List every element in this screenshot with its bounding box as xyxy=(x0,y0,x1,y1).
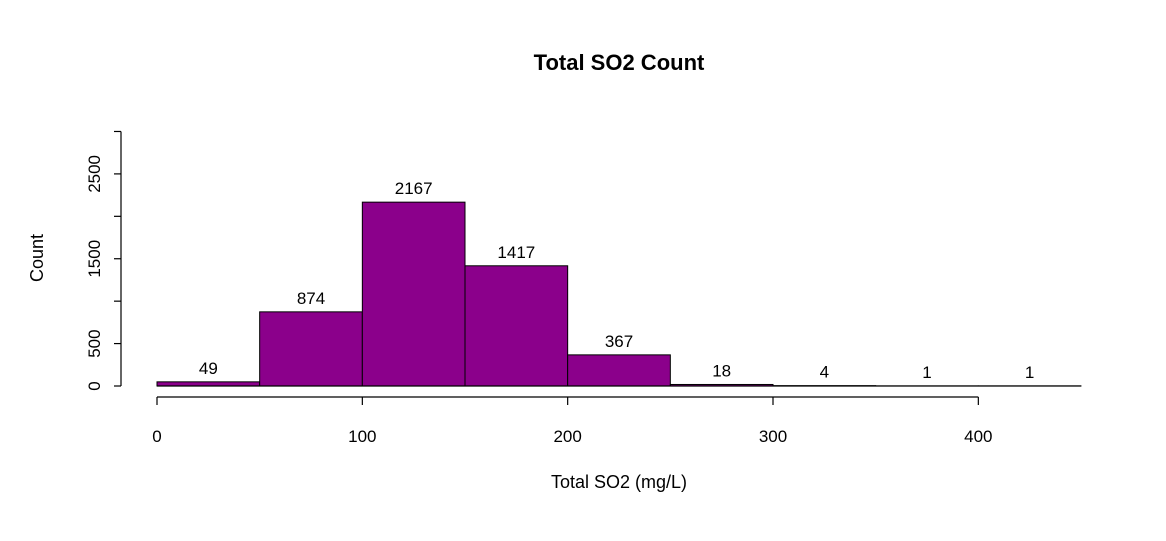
x-tick-label: 200 xyxy=(553,427,581,446)
y-tick-label: 500 xyxy=(85,329,104,357)
x-tick-label: 0 xyxy=(152,427,161,446)
y-tick-label: 1500 xyxy=(85,240,104,278)
bar-value-label: 874 xyxy=(297,289,325,308)
histogram-bar xyxy=(361,201,466,387)
bar-value-label: 367 xyxy=(605,332,633,351)
bar-value-label: 1 xyxy=(1025,363,1034,382)
bar-value-label: 4 xyxy=(820,363,829,382)
histogram-bar xyxy=(156,381,261,387)
bar-value-label: 1417 xyxy=(497,243,535,262)
y-tick-label: 2500 xyxy=(85,155,104,193)
bar-value-label: 18 xyxy=(712,361,731,380)
x-axis: 0 100 200 300 400 xyxy=(152,396,993,446)
y-tick-label: 0 xyxy=(85,381,104,390)
x-tick-label: 400 xyxy=(964,427,992,446)
histogram-bar xyxy=(567,354,671,387)
bars-layer xyxy=(156,201,1082,387)
bar-value-label: 49 xyxy=(199,359,218,378)
chart-title: Total SO2 Count xyxy=(534,50,705,75)
histogram-bar xyxy=(259,311,363,387)
y-axis: 0 500 1500 2500 xyxy=(85,130,122,391)
x-tick-label: 300 xyxy=(759,427,787,446)
histogram-bar xyxy=(464,265,569,387)
bar-value-label: 1 xyxy=(922,363,931,382)
bar-value-label: 2167 xyxy=(395,179,433,198)
y-axis-label: Count xyxy=(27,234,47,282)
x-tick-label: 100 xyxy=(348,427,376,446)
x-axis-label: Total SO2 (mg/L) xyxy=(551,472,687,492)
